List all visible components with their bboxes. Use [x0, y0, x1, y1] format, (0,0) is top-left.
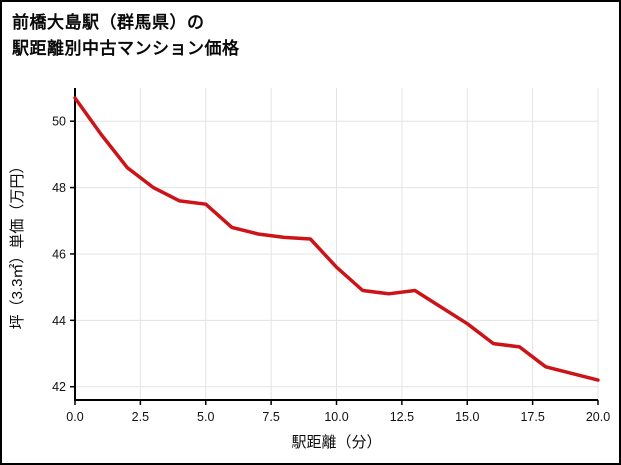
x-axis-label: 駅距離（分）: [291, 433, 381, 451]
x-tick-label: 15.0: [455, 410, 479, 424]
x-tick-label: 2.5: [132, 410, 149, 424]
chart-title-line1: 前橋大島駅（群馬県）の: [12, 13, 205, 32]
x-tick-label: 20.0: [586, 410, 610, 424]
y-tick-label: 46: [52, 247, 66, 261]
y-axis-label: 坪（3.3㎡）単価（万円）: [9, 159, 26, 330]
price-line-series: [73, 96, 600, 382]
y-tick-label: 48: [52, 181, 66, 195]
x-tick-label: 5.0: [197, 410, 214, 424]
x-tick-label: 12.5: [390, 410, 414, 424]
y-tick-label: 50: [52, 115, 66, 129]
x-tick-label: 7.5: [262, 410, 279, 424]
price-line-chart: 0.0 2.5 5.0 7.5 10.0 12.5 15.0 17.5 20.0 42 44 46 48…: [9, 88, 610, 451]
x-tick-label: 10.0: [324, 410, 348, 424]
x-tick-label: 17.5: [520, 410, 544, 424]
chart-title-line2: 駅距離別中古マンション価格: [12, 38, 240, 58]
x-tick-label: 0.0: [66, 410, 83, 424]
y-tick-label: 42: [52, 380, 66, 394]
y-tick-label: 44: [52, 314, 66, 328]
chart-title: 前橋大島駅（群馬県）の 駅距離別中古マンション価格: [12, 10, 240, 61]
